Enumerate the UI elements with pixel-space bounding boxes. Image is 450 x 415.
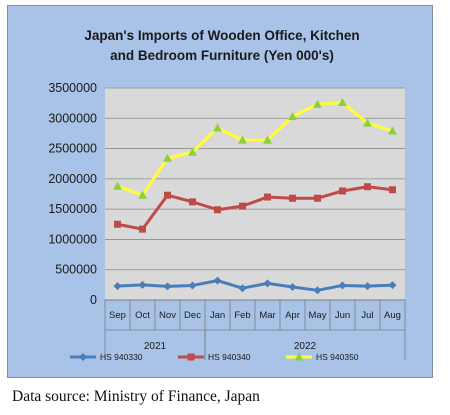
legend-swatch-marker <box>79 353 87 361</box>
x-tick-label: Sep <box>109 310 126 321</box>
data-point <box>188 147 197 156</box>
data-point <box>139 225 146 233</box>
data-point <box>113 282 122 291</box>
y-tick-label: 3000000 <box>48 111 97 125</box>
legend-swatch-marker <box>187 353 195 361</box>
data-point <box>213 123 222 132</box>
y-tick-label: 2000000 <box>48 172 97 186</box>
data-point <box>388 281 397 290</box>
data-point <box>363 282 372 291</box>
data-point <box>388 126 397 135</box>
x-tick-label: Jun <box>335 310 350 321</box>
data-point <box>238 284 247 293</box>
data-point <box>138 280 147 289</box>
data-point <box>239 202 246 210</box>
x-tick-label: May <box>309 310 327 321</box>
x-tick-label: Nov <box>159 310 176 321</box>
x-tick-label: Aug <box>384 310 401 321</box>
data-point <box>213 276 222 285</box>
data-point <box>314 194 321 202</box>
data-point <box>263 279 272 288</box>
data-point <box>189 198 196 206</box>
y-tick-label: 2500000 <box>48 142 97 156</box>
line-chart: Japan's Imports of Wooden Office, Kitche… <box>48 28 406 362</box>
data-point <box>138 190 147 199</box>
data-source-note: Data source: Ministry of Finance, Japan <box>12 388 260 405</box>
chart-title-line: and Bedroom Furniture (Yen 000's) <box>110 48 334 63</box>
plot-area <box>105 88 405 300</box>
year-group-label: 2022 <box>294 341 317 352</box>
data-point <box>363 118 372 127</box>
series-lines <box>113 98 397 295</box>
data-point <box>338 281 347 290</box>
legend-entry-label: HS 940340 <box>208 352 251 362</box>
x-tick-label: Mar <box>259 310 275 321</box>
y-tick-label: 3500000 <box>48 81 97 95</box>
chart-title: Japan's Imports of Wooden Office, Kitche… <box>84 28 359 63</box>
y-tick-label: 500000 <box>55 263 97 277</box>
y-tick-label: 0 <box>90 293 97 307</box>
series-line <box>117 185 393 231</box>
x-tick-label: Feb <box>234 310 250 321</box>
x-tick-label: Jul <box>361 310 373 321</box>
x-tick-label: Apr <box>285 310 300 321</box>
data-point <box>114 220 121 228</box>
x-tick-label: Jan <box>210 310 225 321</box>
year-group-label: 2021 <box>144 341 167 352</box>
data-point <box>164 191 171 199</box>
data-point <box>338 98 347 107</box>
data-point <box>389 186 396 194</box>
data-point <box>288 282 297 291</box>
x-tick-label: Oct <box>135 310 150 321</box>
data-point <box>289 194 296 202</box>
legend: HS 940330 HS 940340 HS 940350 <box>70 352 359 362</box>
y-axis-ticks: 0 500000 1000000 1500000 2000000 2500000 30000… <box>48 81 97 307</box>
data-point <box>313 286 322 295</box>
data-point <box>288 111 297 120</box>
legend-entry-label: HS 940350 <box>316 352 359 362</box>
x-tick-label: Dec <box>184 310 201 321</box>
chart-frame: Japan's Imports of Wooden Office, Kitche… <box>7 5 433 378</box>
data-point <box>264 193 271 201</box>
data-point <box>214 206 221 214</box>
y-tick-label: 1000000 <box>48 232 97 246</box>
data-point <box>113 181 122 190</box>
data-point <box>263 135 272 144</box>
chart-title-line: Japan's Imports of Wooden Office, Kitche… <box>84 28 359 43</box>
legend-entry-label: HS 940330 <box>100 352 143 362</box>
y-tick-label: 1500000 <box>48 202 97 216</box>
legend-swatch-marker <box>294 352 304 361</box>
data-point <box>163 282 172 291</box>
data-point <box>188 281 197 290</box>
data-point <box>238 135 247 144</box>
series-line <box>117 279 393 292</box>
data-point <box>364 183 371 191</box>
data-point <box>313 99 322 108</box>
data-point <box>163 153 172 162</box>
data-point <box>339 187 346 195</box>
x-axis: Sep Oct Nov Dec Jan Feb Mar Apr May Jun Jul Aug 2021… <box>104 299 406 360</box>
